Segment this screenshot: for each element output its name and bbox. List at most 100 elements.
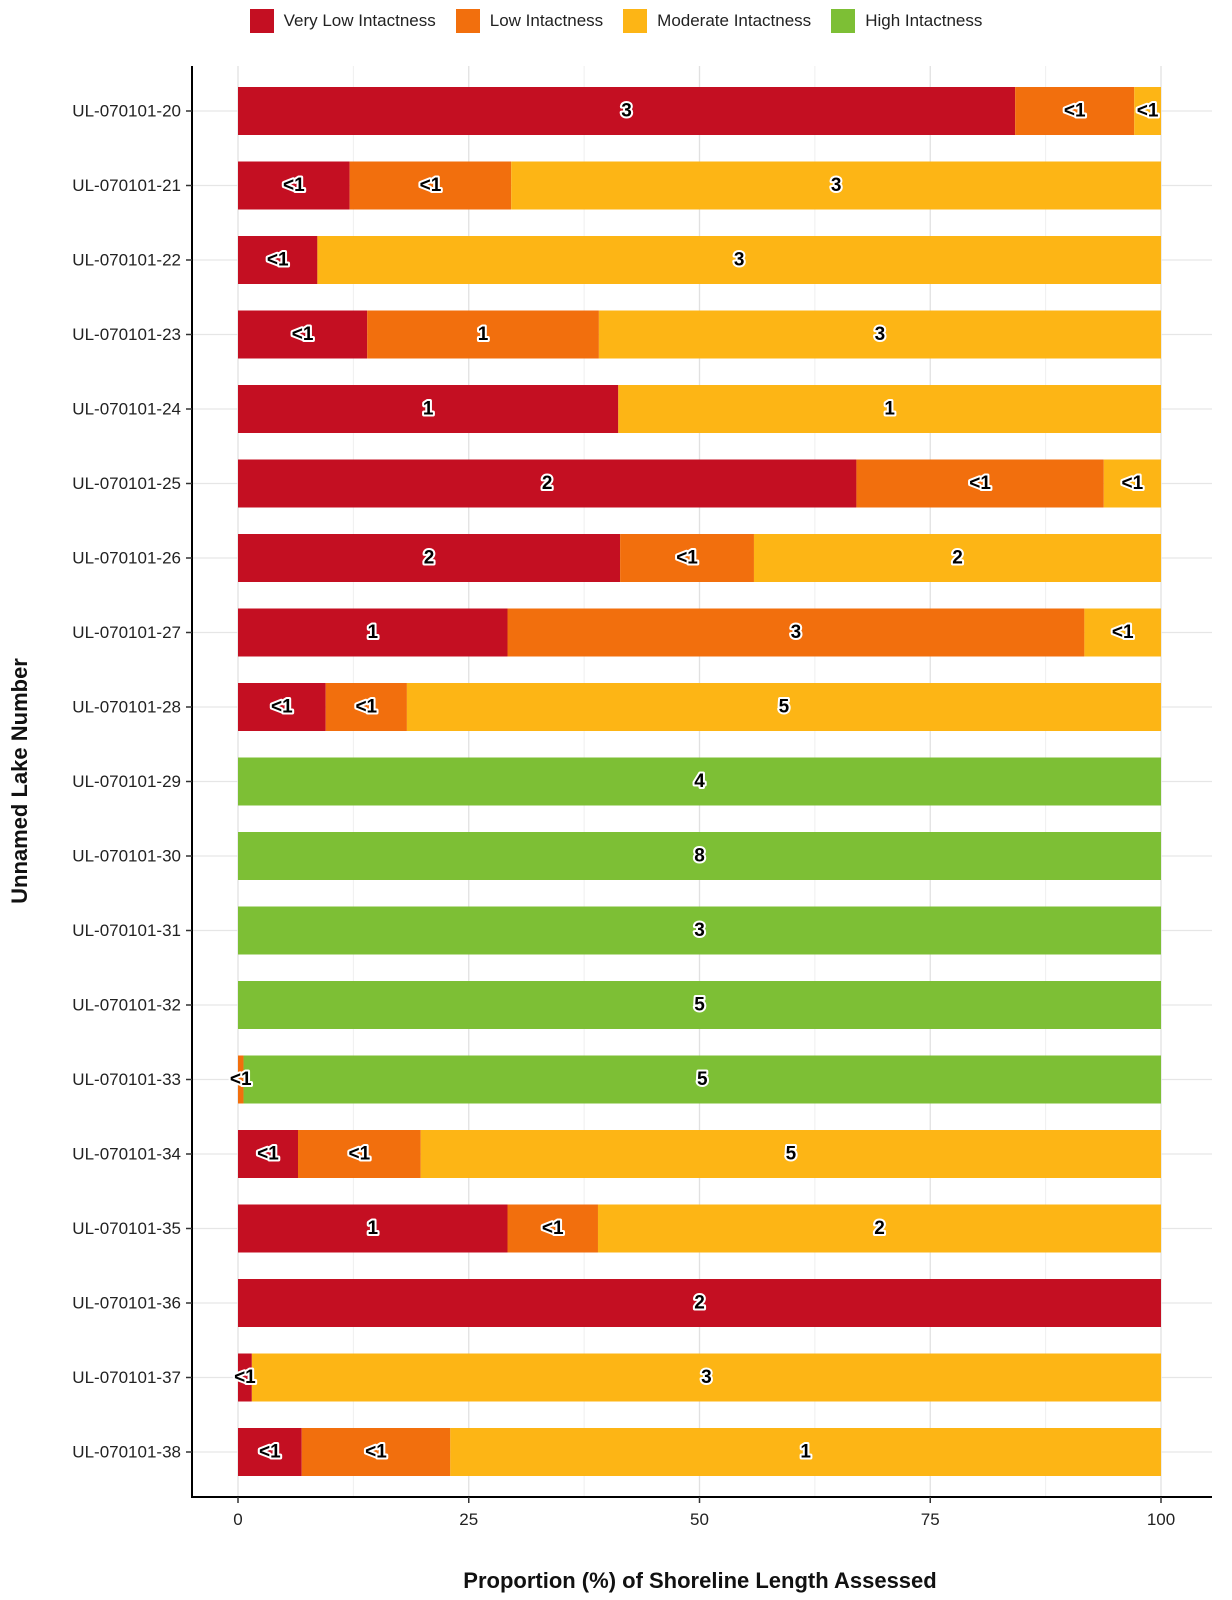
bar-data-label: 2 [694,1293,705,1314]
bar-segment [1084,608,1161,657]
bar-data-label: <1 [365,1442,387,1463]
bar-data-label: 1 [367,1218,378,1239]
y-tick-label: UL-070101-22 [72,251,181,270]
bar-segment [238,87,1016,135]
bar-data-label: 1 [423,399,434,420]
bar-data-label: 2 [424,548,435,569]
bars [238,87,1162,1476]
bar-segment [238,832,1161,880]
bar-data-label: <1 [230,1069,252,1090]
bar-segment [507,1204,598,1253]
bar-data-label: 5 [786,1144,797,1165]
x-tick-label: 25 [459,1510,478,1529]
bar-data-label: 3 [831,175,842,196]
bar-segment [620,534,754,582]
bar-data-label: <1 [257,1144,279,1165]
bar-segment [1134,87,1161,135]
y-tick-label: UL-070101-31 [72,921,181,940]
bar-segment [597,1204,1161,1253]
legend-label: Very Low Intactness [283,11,436,30]
bar-segment [238,161,350,210]
bar-segment [420,1130,1161,1178]
bar-segment [450,1428,1161,1476]
bar-data-label: 3 [734,250,745,271]
y-tick-label: UL-070101-28 [72,698,181,717]
bar-segment [238,683,326,731]
bar-data-label: <1 [234,1367,256,1388]
bar-data-label: <1 [259,1442,281,1463]
y-tick-label: UL-070101-34 [72,1145,181,1164]
y-tick-label: UL-070101-37 [72,1368,181,1387]
bar-segment [301,1428,451,1476]
bar-segment [618,385,1161,433]
bar-segment [238,310,368,359]
bar-data-label: <1 [355,697,377,718]
x-tick-label: 75 [921,1510,940,1529]
bar-segment [238,757,1161,806]
legend-swatch [831,9,856,33]
bar-data-label: 5 [694,995,705,1016]
y-tick-label: UL-070101-20 [72,102,181,121]
bar-segment [598,310,1161,359]
y-tick-label: UL-070101-27 [72,623,181,642]
bar-segment [406,683,1161,731]
y-tick-label: UL-070101-21 [72,176,181,195]
bar-data-label: <1 [1064,101,1086,122]
legend-swatch [249,9,274,33]
bar-segment [238,1428,302,1476]
legend-label: High Intactness [865,11,983,30]
bar-data-label: <1 [349,1144,371,1165]
bar-segment [238,1055,244,1104]
bar-segment [317,236,1161,284]
bar-segment [753,534,1161,582]
bar-data-label: 2 [874,1218,885,1239]
bar-data-label: <1 [267,250,289,271]
bar-data-label: 5 [779,697,790,718]
bar-data-label: 1 [800,1442,811,1463]
bar-data-label: 2 [542,473,553,494]
x-tick-labels: 0 25 50 75 100 [233,1497,1175,1529]
bar-data-label: <1 [676,548,698,569]
y-tick-label: UL-070101-33 [72,1070,181,1089]
bar-segment [238,1204,508,1253]
bar-data-label: 5 [697,1069,708,1090]
bar-segment [1103,459,1161,508]
bar-segment [251,1353,1162,1402]
bar-segment [238,1353,252,1402]
bar-data-label: <1 [969,473,991,494]
bar-data-label: <1 [542,1218,564,1239]
bar-segment [297,1130,421,1178]
bar-segment [856,459,1104,508]
bar-segment [325,683,407,731]
bar-segment [238,981,1161,1029]
legend-swatch [455,9,480,33]
bar-labels: 3 <1 <1 <1 <1 3 <1 3 <1 1 3 1 1 2 <1 <1 2 <1 2 1 3 <1 <1 <1 5 4 8 3… [228,99,1161,1465]
legend-swatch [623,9,648,33]
bar-data-label: 3 [791,622,802,643]
y-tick-label: UL-070101-35 [72,1219,181,1238]
x-axis-title: Proportion (%) of Shoreline Length Asses… [463,1568,936,1593]
bar-segment [238,1279,1161,1327]
y-tick-label: UL-070101-38 [72,1443,181,1462]
legend-item: Very Low Intactness [249,9,436,33]
bar-data-label: <1 [1137,101,1159,122]
bar-data-label: 3 [701,1367,712,1388]
bar-segment [367,310,599,359]
y-tick-label: UL-070101-23 [72,325,181,344]
bar-data-label: 3 [694,920,705,941]
x-tick-label: 0 [233,1510,242,1529]
bar-segment [349,161,512,210]
bar-data-label: <1 [420,175,442,196]
bar-segment [243,1055,1162,1104]
y-axis-title: Unnamed Lake Number [7,658,32,904]
bar-data-label: 4 [694,771,705,792]
y-tick-labels: UL-070101-20 UL-070101-21 UL-070101-22 UL-0… [72,102,192,1462]
bar-segment [1015,87,1135,135]
y-tick-label: UL-070101-26 [72,549,181,568]
bar-data-label: <1 [1122,473,1144,494]
legend-label: Low Intactness [489,11,604,30]
x-tick-label: 100 [1147,1510,1175,1529]
y-tick-label: UL-070101-32 [72,996,181,1015]
legend-item: High Intactness [831,9,982,33]
